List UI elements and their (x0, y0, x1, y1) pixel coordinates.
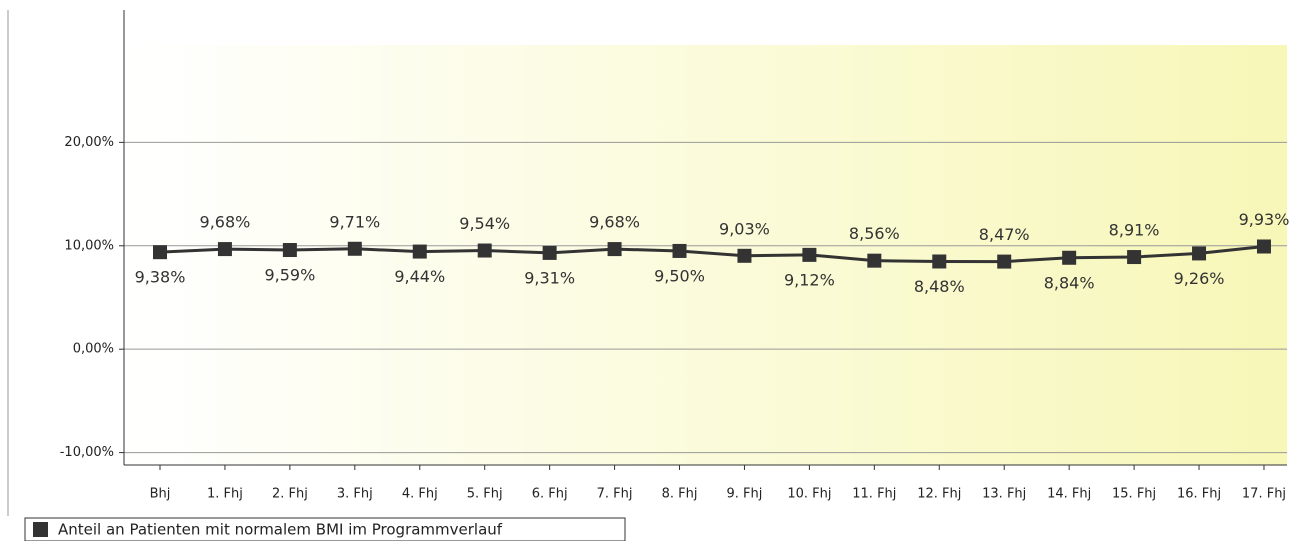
value-label: 9,54% (459, 214, 510, 233)
y-tick-label: 10,00% (64, 238, 114, 253)
x-tick-label: 17. Fhj (1242, 487, 1286, 502)
legend (24, 517, 626, 541)
value-label: 9,93% (1239, 210, 1290, 229)
x-tick-label: 8. Fhj (662, 487, 698, 502)
marker (542, 245, 557, 260)
marker (802, 247, 817, 262)
value-label: 9,59% (264, 266, 315, 285)
marker (477, 243, 492, 258)
value-label: 9,50% (654, 266, 705, 285)
value-label: 9,26% (1174, 269, 1225, 288)
marker (1256, 239, 1271, 254)
x-tick-label: 12. Fhj (917, 487, 961, 502)
marker (1192, 246, 1207, 261)
x-tick-label: 11. Fhj (852, 487, 896, 502)
value-label: 9,71% (329, 212, 380, 231)
legend-marker (33, 522, 48, 537)
value-label: 9,03% (719, 219, 770, 238)
x-tick-label: 9. Fhj (727, 487, 763, 502)
marker (412, 244, 427, 259)
x-tick-label: 2. Fhj (272, 487, 308, 502)
marker (153, 245, 167, 260)
marker (932, 254, 947, 269)
x-tick-label: 1. Fhj (207, 487, 243, 502)
plot-background (124, 45, 1287, 465)
value-label: 9,38% (135, 268, 186, 287)
value-label: 8,47% (979, 225, 1030, 244)
y-tick-label: 0,00% (73, 342, 114, 357)
value-label: 8,48% (914, 277, 965, 296)
marker (282, 243, 297, 258)
marker (672, 243, 687, 258)
marker (1127, 250, 1142, 265)
marker (607, 242, 622, 257)
value-label: 9,68% (200, 213, 251, 232)
value-label: 9,31% (524, 268, 575, 287)
marker (867, 253, 882, 268)
value-label: 8,91% (1109, 221, 1160, 240)
x-tick-label: 5. Fhj (467, 487, 503, 502)
marker (997, 254, 1012, 269)
value-label: 8,56% (849, 224, 900, 243)
value-label: 9,44% (394, 267, 445, 286)
x-tick-label: 15. Fhj (1112, 487, 1156, 502)
value-label: 8,84% (1044, 273, 1095, 292)
x-tick-label: 6. Fhj (532, 487, 568, 502)
legend-label: Anteil an Patienten mit normalem BMI im … (58, 521, 503, 539)
x-tick-label: 7. Fhj (597, 487, 633, 502)
y-tick-label: 20,00% (64, 135, 114, 150)
x-tick-label: 16. Fhj (1177, 487, 1221, 502)
line (159, 245, 1265, 264)
x-tick-label: 3. Fhj (337, 487, 373, 502)
marker (217, 242, 232, 257)
x-tick-label: Bhj (150, 487, 171, 502)
x-tick-label: 10. Fhj (787, 487, 831, 502)
x-tick-label: 4. Fhj (402, 487, 438, 502)
marker (1062, 250, 1077, 265)
x-tick-label: 13. Fhj (982, 487, 1026, 502)
y-tick-label: -10,00% (60, 445, 114, 460)
value-label: 9,68% (589, 213, 640, 232)
marker (347, 241, 362, 256)
value-label: 9,12% (784, 270, 835, 289)
x-tick-label: 14. Fhj (1047, 487, 1091, 502)
marker (737, 248, 752, 263)
